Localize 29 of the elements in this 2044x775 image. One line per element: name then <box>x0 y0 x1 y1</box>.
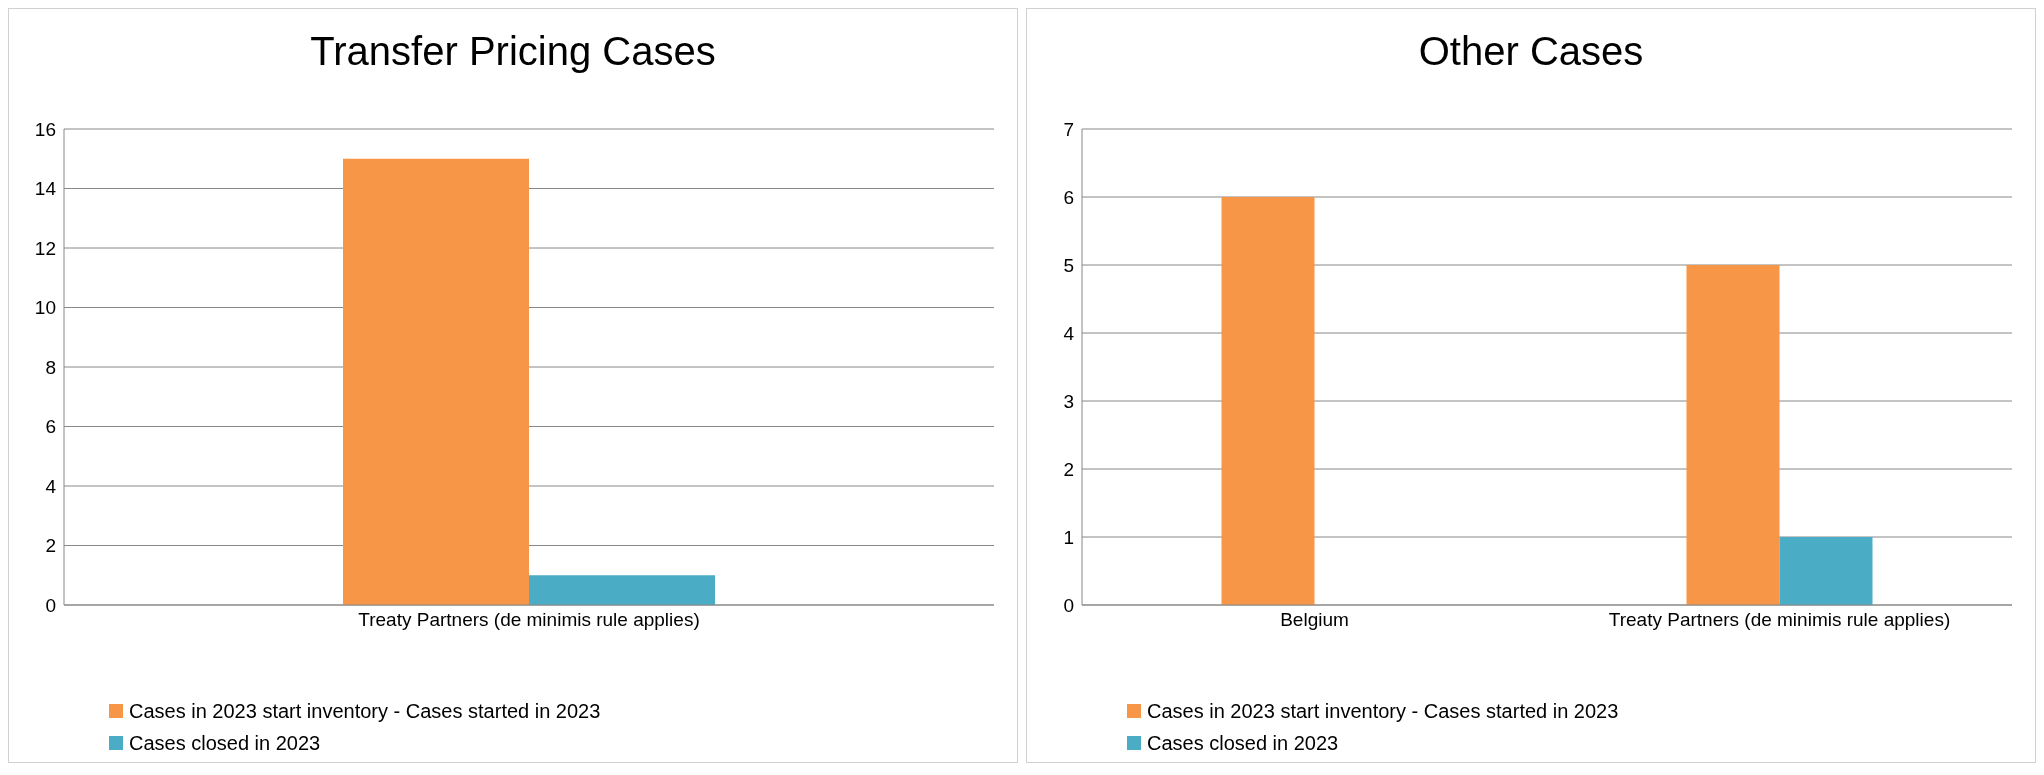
y-tick-label: 4 <box>1063 322 1075 344</box>
bar <box>1221 197 1315 605</box>
x-tick-label: Treaty Partners (de minimis rule applies) <box>358 609 700 631</box>
x-tick-label: Belgium <box>1280 609 1349 631</box>
y-tick-label: 5 <box>1063 254 1074 276</box>
y-tick-label: 2 <box>45 535 56 557</box>
chart-title: Transfer Pricing Cases <box>309 28 717 75</box>
y-tick-label: 1 <box>1063 526 1074 548</box>
y-tick-label: 14 <box>34 178 57 200</box>
y-tick-label: 4 <box>45 475 57 497</box>
y-tick-label: 16 <box>34 118 56 140</box>
y-tick-label: 0 <box>45 594 56 616</box>
bar <box>1686 265 1780 605</box>
y-tick-label: 6 <box>45 416 56 438</box>
legend-label: Cases closed in 2023 <box>1147 731 1339 756</box>
y-tick-label: 3 <box>1063 390 1074 412</box>
y-tick-label: 12 <box>34 237 56 259</box>
legend-label: Cases closed in 2023 <box>129 731 321 756</box>
legend-label: Cases in 2023 start inventory - Cases started in 2023 <box>1147 699 1619 724</box>
y-tick-label: 2 <box>1063 458 1074 480</box>
legend-label: Cases in 2023 start inventory - Cases started in 2023 <box>129 699 601 724</box>
y-tick-label: 8 <box>45 356 56 378</box>
bar <box>1779 537 1873 605</box>
chart-title: Other Cases <box>1417 28 1645 75</box>
y-tick-label: 7 <box>1063 118 1074 140</box>
y-tick-label: 0 <box>1063 594 1074 616</box>
y-tick-label: 6 <box>1063 186 1074 208</box>
y-tick-label: 10 <box>34 297 56 319</box>
x-tick-label: Treaty Partners (de minimis rule applies) <box>1608 609 1951 631</box>
